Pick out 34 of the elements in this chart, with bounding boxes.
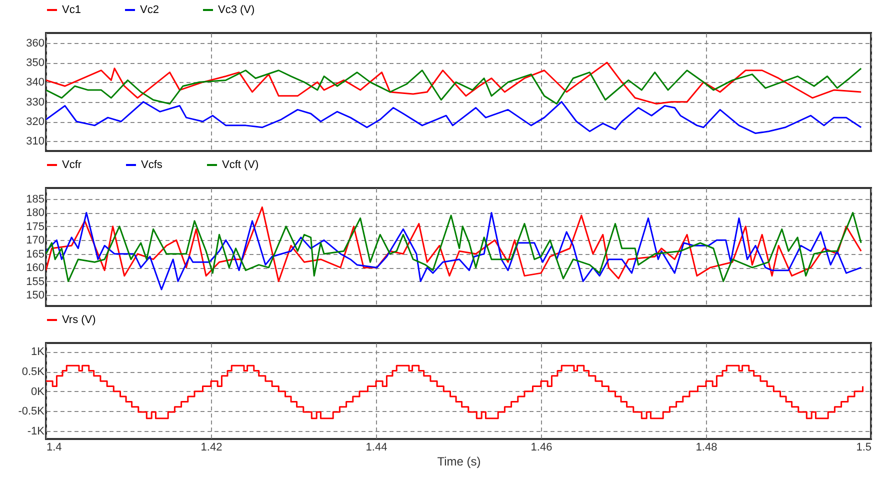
legend-label: Vcft (V): [222, 159, 259, 171]
y-tick-label: 160: [26, 262, 44, 274]
y-tick-label: 330: [26, 96, 44, 108]
x-tick-label: 1.46: [530, 442, 552, 454]
y-tick-label: 175: [26, 220, 44, 233]
line-series: [46, 101, 862, 134]
y-tick-label: 350: [26, 57, 44, 69]
y-tick-label: 150: [26, 290, 44, 302]
x-tick-label: 1.4: [46, 442, 62, 454]
x-tick-label: 1.44: [366, 442, 388, 454]
y-tick-label: 180: [26, 207, 44, 220]
y-tick-label: 170: [26, 234, 44, 247]
y-tick-label: 360: [26, 37, 44, 50]
y-tick-label: 310: [26, 136, 44, 148]
y-tick-label: 1K: [31, 346, 46, 358]
y-tick-label: 320: [26, 116, 44, 128]
legend-label: Vc1: [62, 4, 81, 16]
y-tick-label: 0.5K: [22, 366, 46, 378]
x-tick-label: 1.48: [696, 442, 718, 454]
y-tick-label: 155: [26, 276, 44, 288]
legend-label: Vcfs: [141, 159, 163, 171]
y-tick-label: 185: [26, 193, 44, 206]
x-tick-label: 1.5: [856, 442, 872, 454]
legend-label: Vcfr: [62, 159, 82, 171]
y-tick-label: -1K: [27, 426, 46, 438]
x-axis-title: Time (s): [437, 454, 481, 468]
legend-label: Vc2: [140, 4, 159, 16]
x-tick-label: 1.42: [200, 442, 222, 454]
y-tick-label: 165: [26, 248, 44, 260]
y-tick-label: 0K: [31, 386, 46, 398]
y-tick-label: -0.5K: [18, 406, 46, 418]
y-tick-label: 340: [26, 76, 44, 89]
legend-label: Vrs (V): [62, 314, 96, 326]
legend-label: Vc3 (V): [218, 4, 255, 16]
